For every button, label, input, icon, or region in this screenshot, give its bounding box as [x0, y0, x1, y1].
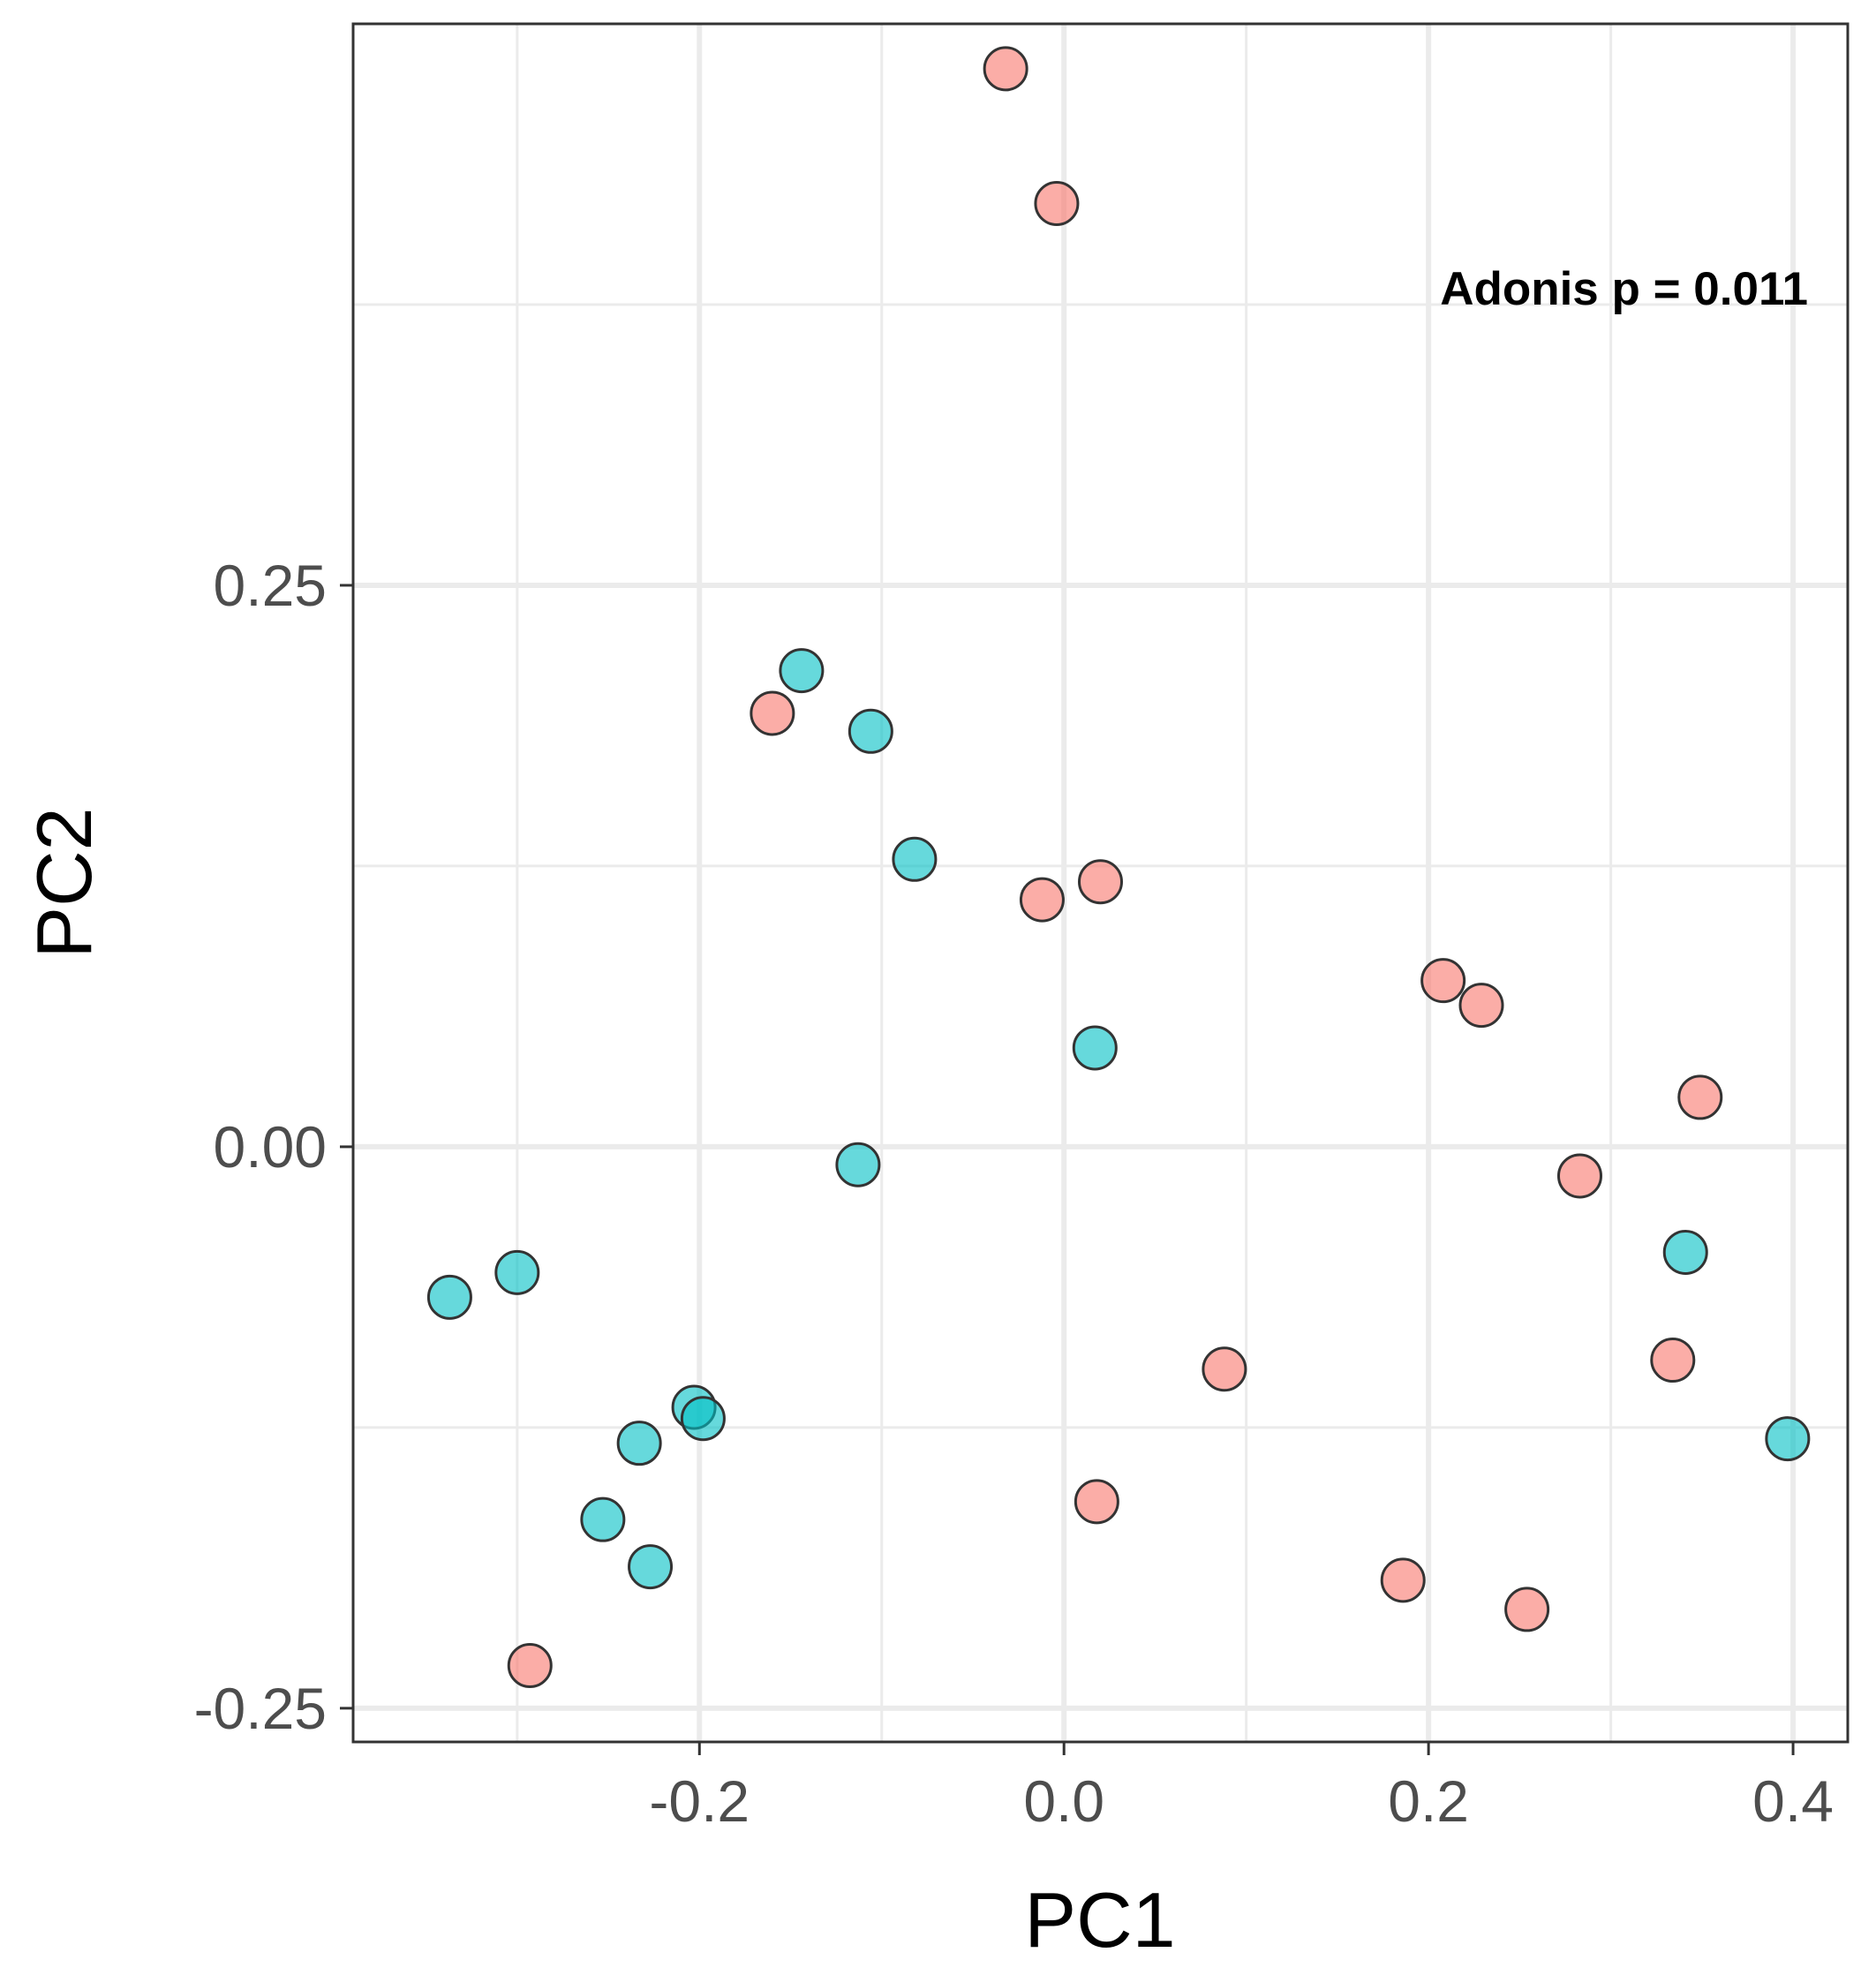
scatter-point — [1677, 1074, 1723, 1120]
y-tick-label: 0.25 — [214, 553, 327, 618]
scatter-point — [426, 1274, 472, 1320]
scatter-point — [1078, 859, 1123, 905]
x-axis-ticks: -0.2 0.0 0.2 0.4 — [649, 1742, 1834, 1834]
scatter-point — [1034, 181, 1080, 227]
scatter-point — [616, 1421, 662, 1466]
scatter-point — [835, 1142, 881, 1187]
scatter-point — [1072, 1025, 1118, 1071]
scatter-point — [1504, 1587, 1550, 1632]
x-tick-label: 0.4 — [1752, 1768, 1834, 1834]
x-tick-label: 0.2 — [1388, 1768, 1469, 1834]
scatter-point — [628, 1544, 674, 1590]
scatter-point — [1019, 877, 1065, 923]
y-tick-label: 0.00 — [214, 1114, 327, 1180]
scatter-point — [1420, 958, 1466, 1004]
scatter-point — [983, 46, 1028, 92]
annotation-text: Adonis p = 0.011 — [1440, 263, 1808, 315]
plot-panel-border — [351, 22, 1850, 1744]
y-axis-ticks: -0.25 0.00 0.25 — [194, 553, 353, 1741]
scatter-point — [580, 1496, 626, 1542]
scatter-point — [1662, 1229, 1708, 1275]
scatter-point — [507, 1643, 553, 1689]
scatter-point — [1074, 1479, 1119, 1525]
scatter-point — [750, 690, 795, 736]
scatter-point — [1202, 1346, 1247, 1392]
scatter-point — [1556, 1153, 1602, 1199]
scatter-point — [779, 648, 825, 694]
scatter-point — [1380, 1557, 1426, 1603]
scatter-point — [680, 1396, 726, 1442]
scatter-point — [1458, 983, 1504, 1029]
scatter-point — [848, 708, 893, 754]
y-tick-label: -0.25 — [194, 1676, 327, 1741]
data-points — [426, 46, 1811, 1689]
x-tick-label: 0.0 — [1023, 1768, 1104, 1834]
x-tick-label: -0.2 — [649, 1768, 750, 1834]
x-axis-title: PC1 — [1024, 1876, 1175, 1964]
scatter-point — [1765, 1416, 1811, 1462]
scatter-point — [892, 836, 938, 882]
scatter-point — [1650, 1338, 1696, 1383]
scatter-point — [494, 1249, 540, 1295]
y-axis-title: PC2 — [20, 807, 108, 958]
